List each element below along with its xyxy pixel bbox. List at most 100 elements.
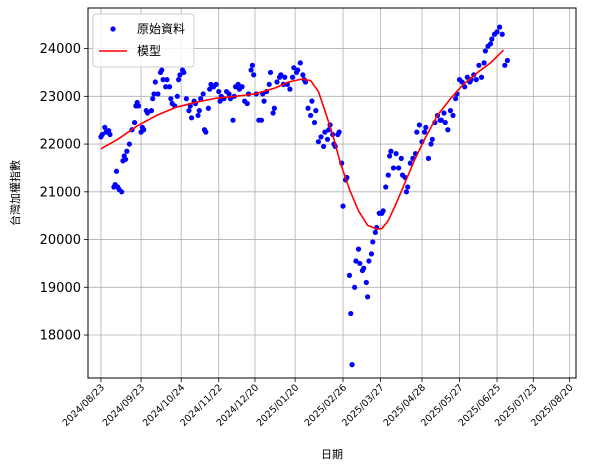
data-point bbox=[168, 96, 174, 102]
data-point bbox=[459, 79, 465, 85]
y-tick-label: 18000 bbox=[40, 329, 81, 344]
data-point bbox=[188, 115, 195, 121]
data-point bbox=[324, 136, 331, 142]
data-point bbox=[322, 129, 328, 135]
data-point bbox=[196, 108, 202, 114]
data-point bbox=[398, 155, 404, 161]
data-point bbox=[126, 141, 133, 147]
data-point bbox=[387, 153, 393, 159]
data-point bbox=[152, 79, 158, 85]
data-point bbox=[282, 74, 288, 80]
data-point bbox=[336, 129, 342, 135]
data-point bbox=[407, 160, 413, 166]
data-point bbox=[230, 117, 236, 123]
data-point bbox=[251, 72, 257, 78]
data-point bbox=[249, 62, 255, 68]
data-point bbox=[365, 294, 371, 300]
data-point bbox=[297, 60, 303, 66]
data-point bbox=[287, 86, 293, 92]
data-point bbox=[453, 96, 459, 102]
y-axis-label: 台灣加權指數 bbox=[8, 160, 22, 226]
data-point bbox=[160, 77, 166, 83]
data-point bbox=[429, 136, 435, 142]
data-point bbox=[348, 310, 354, 317]
data-point bbox=[267, 69, 274, 76]
data-point bbox=[447, 108, 454, 114]
y-tick-label: 23000 bbox=[40, 90, 81, 105]
data-point bbox=[403, 189, 410, 195]
data-point bbox=[205, 105, 211, 111]
data-point bbox=[270, 110, 276, 116]
data-point bbox=[445, 127, 451, 133]
data-point bbox=[198, 96, 204, 102]
data-point bbox=[244, 100, 250, 107]
data-point bbox=[300, 72, 306, 78]
data-point bbox=[144, 110, 151, 116]
data-point bbox=[489, 36, 495, 42]
x-axis-label: 日期 bbox=[321, 448, 343, 461]
data-point bbox=[99, 131, 105, 138]
data-point bbox=[119, 189, 125, 195]
data-point bbox=[271, 105, 277, 111]
y-tick-label: 24000 bbox=[40, 42, 81, 57]
data-point bbox=[289, 74, 296, 80]
data-point bbox=[195, 112, 201, 119]
data-point bbox=[346, 272, 353, 278]
data-point bbox=[235, 81, 241, 87]
data-point bbox=[174, 93, 180, 99]
data-point bbox=[487, 41, 494, 47]
data-point bbox=[428, 141, 434, 147]
data-point bbox=[148, 108, 155, 114]
data-point bbox=[266, 81, 272, 87]
data-point bbox=[383, 184, 389, 190]
data-point bbox=[390, 165, 397, 171]
y-tick-label: 22000 bbox=[40, 138, 81, 153]
data-point bbox=[183, 96, 189, 102]
y-tick-label: 19000 bbox=[40, 281, 81, 296]
data-point bbox=[473, 77, 479, 83]
data-point bbox=[352, 284, 358, 290]
data-point bbox=[441, 110, 447, 116]
data-point bbox=[258, 117, 265, 123]
data-point bbox=[320, 143, 327, 150]
data-point bbox=[132, 119, 138, 126]
data-point bbox=[213, 81, 219, 87]
data-point bbox=[416, 122, 422, 128]
data-point bbox=[141, 127, 147, 133]
data-point bbox=[261, 98, 267, 104]
data-point bbox=[405, 184, 411, 190]
data-point bbox=[494, 29, 500, 35]
data-point bbox=[478, 74, 485, 80]
data-point bbox=[248, 67, 254, 73]
legend-label-points: 原始資料 bbox=[137, 22, 185, 36]
data-point bbox=[216, 88, 222, 95]
data-point bbox=[353, 258, 359, 264]
data-point bbox=[186, 108, 192, 114]
data-point bbox=[315, 139, 322, 145]
y-tick-label: 21000 bbox=[40, 185, 81, 200]
data-point bbox=[366, 258, 372, 264]
data-point bbox=[497, 24, 503, 30]
data-point bbox=[159, 67, 165, 73]
data-point bbox=[102, 124, 108, 130]
data-point bbox=[482, 48, 488, 54]
data-point bbox=[150, 96, 156, 102]
data-point bbox=[113, 168, 120, 174]
data-point bbox=[361, 265, 367, 271]
data-point bbox=[151, 91, 157, 97]
data-point bbox=[502, 62, 508, 68]
data-point bbox=[122, 156, 129, 162]
data-point bbox=[274, 79, 280, 85]
data-point bbox=[313, 108, 319, 114]
legend-marker-points bbox=[110, 26, 116, 32]
data-point bbox=[385, 172, 391, 178]
data-point bbox=[393, 151, 399, 157]
data-point bbox=[414, 129, 420, 135]
legend-label-model: 模型 bbox=[137, 44, 161, 58]
data-point bbox=[380, 208, 386, 214]
data-point bbox=[309, 98, 315, 104]
data-point bbox=[181, 69, 187, 76]
data-point bbox=[239, 84, 245, 90]
data-point bbox=[203, 129, 209, 135]
